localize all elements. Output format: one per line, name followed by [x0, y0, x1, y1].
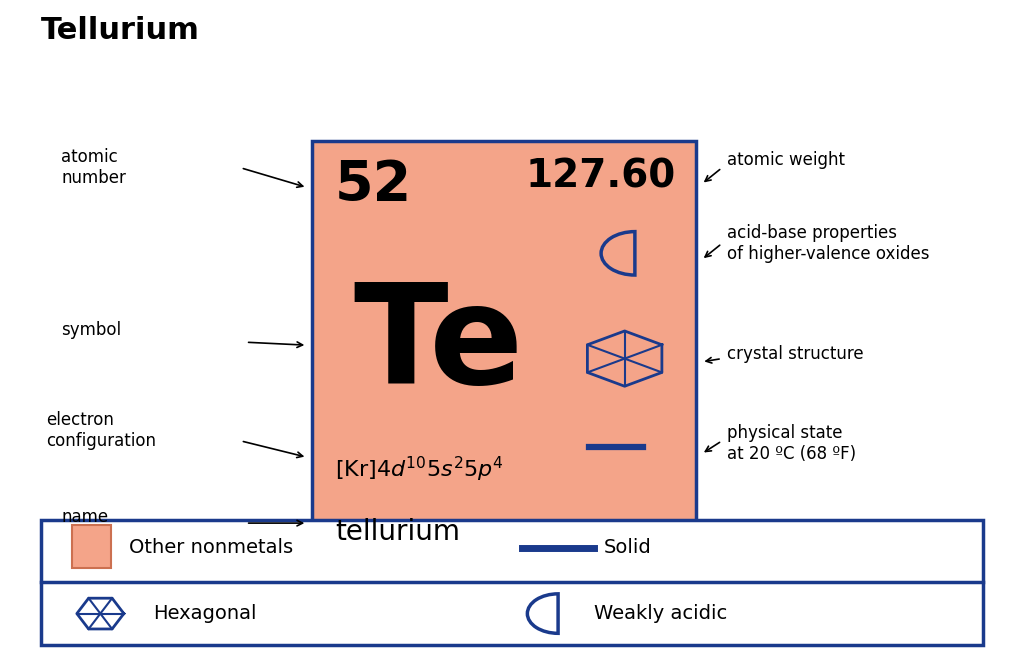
Text: Hexagonal: Hexagonal	[154, 604, 257, 623]
Text: Solid: Solid	[604, 538, 652, 557]
Text: 127.60: 127.60	[525, 158, 676, 196]
Text: atomic weight: atomic weight	[727, 151, 845, 169]
Text: atomic
number: atomic number	[61, 148, 126, 187]
Text: 52: 52	[335, 158, 412, 212]
Text: $\mathregular{[Kr]4}d^{10}\mathregular{5}s^2\mathregular{5}p^4$: $\mathregular{[Kr]4}d^{10}\mathregular{5…	[335, 455, 504, 484]
Text: physical state
at 20 ºC (68 ºF): physical state at 20 ºC (68 ºF)	[727, 424, 856, 463]
Text: Other nonmetals: Other nonmetals	[129, 538, 293, 557]
FancyBboxPatch shape	[41, 520, 983, 645]
Text: symbol: symbol	[61, 321, 122, 340]
Text: name: name	[61, 507, 109, 526]
FancyBboxPatch shape	[312, 141, 696, 566]
Text: Weakly acidic: Weakly acidic	[594, 604, 727, 623]
Text: Te: Te	[353, 278, 523, 413]
Text: crystal structure: crystal structure	[727, 345, 863, 363]
Text: Tellurium: Tellurium	[41, 16, 200, 45]
Text: acid-base properties
of higher-valence oxides: acid-base properties of higher-valence o…	[727, 224, 930, 263]
Text: electron
configuration: electron configuration	[46, 411, 156, 450]
Text: tellurium: tellurium	[335, 518, 460, 546]
FancyBboxPatch shape	[72, 525, 111, 568]
